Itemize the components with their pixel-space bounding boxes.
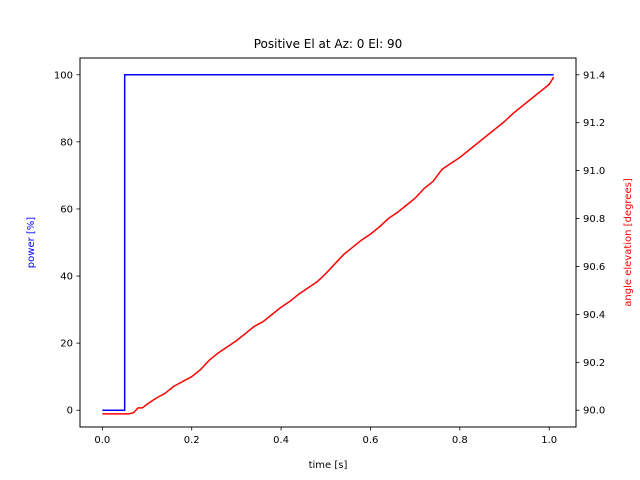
right-y-tick-label: 91.2 bbox=[583, 118, 605, 129]
right-y-tick-label: 90.6 bbox=[583, 262, 605, 273]
right-y-axis-ticks: 90.0 90.2 90.4 90.6 90.8 91.0 91.2 91.4 bbox=[576, 70, 605, 417]
x-tick-label: 0.8 bbox=[452, 435, 468, 446]
left-y-axis-ticks: 0 20 40 60 80 100 bbox=[54, 70, 80, 417]
right-y-tick-label: 91.4 bbox=[583, 70, 605, 81]
series-layer bbox=[102, 74, 555, 415]
left-y-tick-label: 60 bbox=[60, 204, 73, 215]
right-y-tick-label: 90.2 bbox=[583, 358, 605, 369]
right-y-tick-label: 90.0 bbox=[583, 406, 605, 417]
x-axis-ticks: 0.0 0.2 0.4 0.6 0.8 1.0 bbox=[94, 427, 557, 446]
right-y-axis-label: angle elevation [degrees] bbox=[623, 178, 634, 307]
left-y-tick-label: 100 bbox=[54, 70, 73, 81]
x-tick-label: 0.0 bbox=[94, 435, 110, 446]
x-tick-label: 0.6 bbox=[362, 435, 378, 446]
power-series-line bbox=[102, 74, 554, 411]
left-y-tick-label: 40 bbox=[60, 272, 73, 283]
x-axis-label: time [s] bbox=[309, 460, 348, 471]
right-y-tick-label: 90.8 bbox=[583, 214, 605, 225]
x-tick-label: 1.0 bbox=[541, 435, 557, 446]
left-y-axis-label: power [%] bbox=[26, 217, 37, 268]
left-y-tick-label: 80 bbox=[60, 137, 73, 148]
x-tick-label: 0.2 bbox=[184, 435, 200, 446]
right-y-tick-label: 91.0 bbox=[583, 166, 605, 177]
left-y-tick-label: 0 bbox=[67, 406, 73, 417]
chart-title: Positive El at Az: 0 El: 90 bbox=[254, 37, 403, 51]
right-y-tick-label: 90.4 bbox=[583, 310, 605, 321]
plot-frame bbox=[79, 57, 577, 428]
x-tick-label: 0.4 bbox=[273, 435, 289, 446]
elevation-series-line bbox=[102, 76, 555, 415]
left-y-tick-label: 20 bbox=[60, 339, 73, 350]
